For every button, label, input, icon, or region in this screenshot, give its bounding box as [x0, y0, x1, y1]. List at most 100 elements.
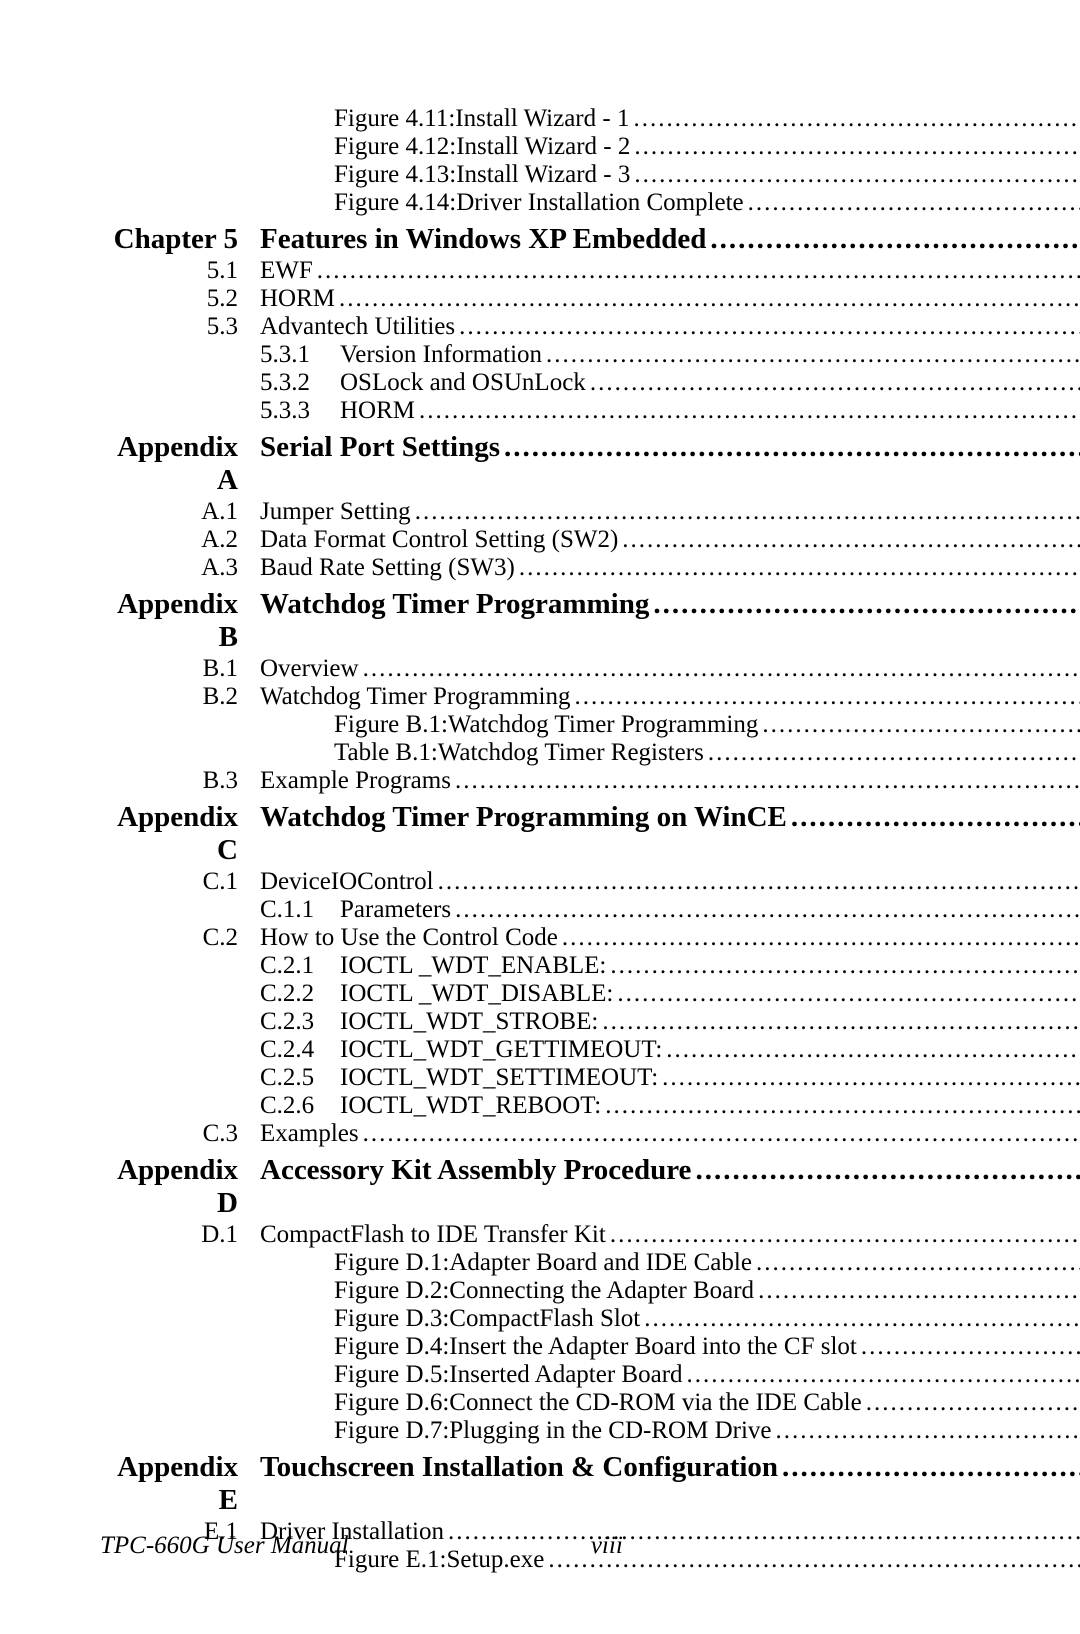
- toc-row: A.1Jumper Setting.......................…: [100, 498, 980, 526]
- toc-leader-dots: ........................................…: [317, 257, 1080, 285]
- toc-title: Jumper Setting: [260, 498, 411, 526]
- toc-title: Advantech Utilities: [260, 313, 455, 341]
- toc-subnum: C.2.3: [260, 1008, 340, 1036]
- toc-title: Watchdog Timer Programming: [260, 588, 649, 621]
- toc-leader-dots: ........................................…: [666, 1036, 1080, 1064]
- toc-row: D.1CompactFlash to IDE Transfer Kit.....…: [100, 1221, 980, 1249]
- toc-row: Appendix DAccessory Kit Assembly Procedu…: [100, 1154, 980, 1220]
- toc-row: Table B.1:Watchdog Timer Registers......…: [100, 739, 980, 767]
- toc-leader-dots: ........................................…: [634, 161, 1080, 189]
- toc-leader-dots: ........................................…: [622, 526, 1080, 554]
- toc-title: Examples: [260, 1120, 359, 1148]
- toc-title: Version Information: [340, 341, 542, 369]
- toc-leader-dots: ........................................…: [861, 1333, 1080, 1361]
- toc-left-label: Appendix E: [100, 1451, 260, 1517]
- toc-title: Watchdog Timer Programming: [260, 683, 570, 711]
- toc-entry: C.2.1IOCTL _WDT_ENABLE:.................…: [260, 952, 1080, 980]
- footer-page-number: viii: [349, 1532, 980, 1560]
- toc-title: DeviceIOControl: [260, 868, 434, 896]
- toc-row: Figure D.6:Connect the CD-ROM via the ID…: [100, 1389, 980, 1417]
- toc-entry: Advantech Utilities.....................…: [260, 313, 1080, 341]
- toc-leader-dots: ........................................…: [710, 223, 1080, 256]
- toc-leader-dots: ........................................…: [438, 868, 1080, 896]
- toc-title: Data Format Control Setting (SW2): [260, 526, 618, 554]
- toc-entry: 5.3.2OSLock and OSUnLock................…: [260, 369, 1080, 397]
- toc-row: Figure 4.12:Install Wizard - 2..........…: [100, 133, 980, 161]
- toc-row: C.2.5IOCTL_WDT_SETTIMEOUT:..............…: [100, 1064, 980, 1092]
- toc-leader-dots: ........................................…: [363, 655, 1080, 683]
- toc-left-label: Appendix C: [100, 801, 260, 867]
- toc-title: IOCTL_WDT_REBOOT:: [340, 1092, 601, 1120]
- toc-row: Figure B.1:Watchdog Timer Programming...…: [100, 711, 980, 739]
- toc-leader-dots: ........................................…: [662, 1064, 1080, 1092]
- toc-left-label: B.2: [100, 683, 260, 711]
- toc-row: C.2.4IOCTL_WDT_GETTIMEOUT:..............…: [100, 1036, 980, 1064]
- toc-entry: Data Format Control Setting (SW2).......…: [260, 526, 1080, 554]
- toc-title: Figure D.3:CompactFlash Slot: [334, 1305, 640, 1333]
- toc-entry: Accessory Kit Assembly Procedure........…: [260, 1154, 1080, 1187]
- table-of-contents: Figure 4.11:Install Wizard - 1..........…: [100, 105, 980, 1574]
- toc-row: C.1.1Parameters.........................…: [100, 896, 980, 924]
- toc-row: C.3Examples.............................…: [100, 1120, 980, 1148]
- toc-left-label: A.3: [100, 554, 260, 582]
- toc-row: Figure D.3:CompactFlash Slot............…: [100, 1305, 980, 1333]
- toc-row: B.3Example Programs.....................…: [100, 767, 980, 795]
- toc-leader-dots: ........................................…: [782, 1451, 1080, 1484]
- toc-left-label: 5.1: [100, 257, 260, 285]
- toc-row: 5.3.2OSLock and OSUnLock................…: [100, 369, 980, 397]
- toc-leader-dots: ........................................…: [602, 1008, 1080, 1036]
- toc-row: Appendix ETouchscreen Installation & Con…: [100, 1451, 980, 1517]
- toc-entry: Figure 4.13:Install Wizard - 3..........…: [260, 161, 1080, 189]
- toc-left-label: Appendix A: [100, 431, 260, 497]
- toc-subnum: C.2.1: [260, 952, 340, 980]
- toc-title: IOCTL_WDT_STROBE:: [340, 1008, 598, 1036]
- toc-left-label: 5.2: [100, 285, 260, 313]
- toc-entry: Figure D.3:CompactFlash Slot............…: [260, 1305, 1080, 1333]
- toc-leader-dots: ........................................…: [363, 1120, 1080, 1148]
- toc-row: Figure D.1:Adapter Board and IDE Cable..…: [100, 1249, 980, 1277]
- toc-title: Figure D.6:Connect the CD-ROM via the ID…: [334, 1389, 862, 1417]
- toc-entry: Figure 4.11:Install Wizard - 1..........…: [260, 105, 1080, 133]
- toc-entry: Figure D.5:Inserted Adapter Board.......…: [260, 1361, 1080, 1389]
- toc-leader-dots: ........................................…: [634, 133, 1080, 161]
- toc-title: CompactFlash to IDE Transfer Kit: [260, 1221, 606, 1249]
- toc-entry: EWF.....................................…: [260, 257, 1080, 285]
- toc-leader-dots: ........................................…: [695, 1154, 1080, 1187]
- toc-left-label: 5.3: [100, 313, 260, 341]
- toc-leader-dots: ........................................…: [653, 588, 1080, 621]
- toc-entry: C.2.2IOCTL _WDT_DISABLE:................…: [260, 980, 1080, 1008]
- toc-entry: 5.3.3HORM...............................…: [260, 397, 1080, 425]
- toc-row: C.2.6IOCTL_WDT_REBOOT:..................…: [100, 1092, 980, 1120]
- footer-manual-title: TPC-660G User Manual: [100, 1532, 349, 1560]
- toc-title: Figure 4.14:Driver Installation Complete: [334, 189, 744, 217]
- toc-subnum: 5.3.1: [260, 341, 340, 369]
- toc-entry: Features in Windows XP Embedded.........…: [260, 223, 1080, 256]
- toc-leader-dots: ........................................…: [756, 1249, 1080, 1277]
- toc-title: Parameters: [340, 896, 451, 924]
- toc-entry: 5.3.1Version Information................…: [260, 341, 1080, 369]
- toc-left-label: Appendix D: [100, 1154, 260, 1220]
- toc-entry: Touchscreen Installation & Configuration…: [260, 1451, 1080, 1484]
- toc-leader-dots: ........................................…: [562, 924, 1080, 952]
- toc-entry: C.2.4IOCTL_WDT_GETTIMEOUT:..............…: [260, 1036, 1080, 1064]
- toc-entry: C.2.6IOCTL_WDT_REBOOT:..................…: [260, 1092, 1080, 1120]
- toc-subnum: C.2.5: [260, 1064, 340, 1092]
- toc-leader-dots: ........................................…: [866, 1389, 1080, 1417]
- toc-leader-dots: ........................................…: [758, 1277, 1080, 1305]
- toc-title: Table B.1:Watchdog Timer Registers: [334, 739, 704, 767]
- toc-leader-dots: ........................................…: [574, 683, 1080, 711]
- toc-title: HORM: [340, 397, 415, 425]
- toc-row: Figure D.7:Plugging in the CD-ROM Drive.…: [100, 1417, 980, 1445]
- toc-leader-dots: ........................................…: [415, 498, 1080, 526]
- toc-leader-dots: ........................................…: [708, 739, 1080, 767]
- toc-row: A.3Baud Rate Setting (SW3)..............…: [100, 554, 980, 582]
- toc-row: B.2Watchdog Timer Programming...........…: [100, 683, 980, 711]
- toc-left-label: A.2: [100, 526, 260, 554]
- toc-entry: HORM....................................…: [260, 285, 1080, 313]
- toc-title: HORM: [260, 285, 335, 313]
- toc-subnum: 5.3.2: [260, 369, 340, 397]
- toc-leader-dots: ........................................…: [644, 1305, 1080, 1333]
- toc-title: Figure D.7:Plugging in the CD-ROM Drive: [334, 1417, 772, 1445]
- toc-row: Appendix BWatchdog Timer Programming....…: [100, 588, 980, 654]
- page: Figure 4.11:Install Wizard - 1..........…: [0, 0, 1080, 1634]
